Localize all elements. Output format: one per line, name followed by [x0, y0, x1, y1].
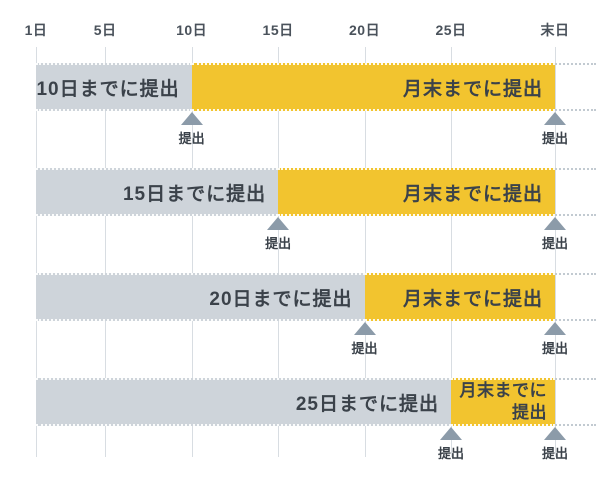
- submit-marker-label: 提出: [351, 341, 378, 356]
- v-gridline-day-20: [364, 47, 366, 457]
- submit-marker-triangle: [353, 322, 376, 335]
- bar-segment-yellow: 月末までに提出: [364, 273, 555, 321]
- v-gridline-day-5: [105, 47, 107, 457]
- v-gridline-day-10: [191, 47, 193, 457]
- submit-marker-triangle: [544, 322, 566, 335]
- bar-segment-yellow: 月末までに提出: [191, 63, 555, 111]
- axis-tick-label: 1日: [24, 22, 48, 38]
- axis-tick-label: 10日: [176, 22, 208, 38]
- bar-segment-gray: 15日までに提出: [36, 168, 279, 216]
- submit-marker-label: 提出: [265, 236, 292, 251]
- axis-tick-label: 20日: [348, 22, 381, 38]
- bar-segment-label: 提出: [512, 403, 547, 422]
- bar-segment-yellow: 月末までに提出: [451, 378, 555, 426]
- submit-marker-label: 提出: [178, 131, 205, 146]
- bar-segment-yellow: 月末までに提出: [278, 168, 555, 216]
- axis-tick-label: 5日: [93, 22, 117, 38]
- bar-segment-label: 月末までに提出: [402, 183, 543, 205]
- submit-marker-label: 提出: [541, 236, 569, 251]
- bar-segment-label: 10日までに提出: [36, 78, 180, 100]
- bar-segment-label: 月末までに提出: [402, 78, 543, 100]
- v-gridline-day-1: [36, 47, 37, 457]
- axis-tick-label: 25日: [435, 22, 467, 38]
- submit-marker-label: 提出: [541, 446, 569, 461]
- axis-tick-label: 15日: [262, 22, 294, 38]
- submit-marker-triangle: [544, 427, 566, 440]
- v-gridline-day-15: [278, 47, 280, 457]
- submit-marker-label: 提出: [541, 341, 569, 356]
- bar-segment-gray: 10日までに提出: [36, 63, 192, 111]
- bar-segment-label: 25日までに提出: [295, 393, 439, 415]
- submit-marker-triangle: [440, 427, 462, 440]
- bar-segment-label: 月末までに提出: [402, 288, 543, 310]
- bar-segment-label: 月末までに: [459, 380, 547, 400]
- submit-marker-label: 提出: [437, 446, 465, 461]
- submit-marker-triangle: [267, 217, 290, 230]
- submit-marker-triangle: [180, 112, 203, 125]
- bar-segment-label: 15日までに提出: [122, 183, 267, 205]
- bar-segment-gray: 20日までに提出: [36, 273, 365, 321]
- v-gridline-day-eom: [555, 47, 556, 457]
- submit-marker-triangle: [544, 217, 566, 230]
- submit-marker-label: 提出: [541, 131, 569, 146]
- axis-tick-label: 末日: [540, 22, 570, 38]
- submit-marker-triangle: [544, 112, 566, 125]
- bar-segment-gray: 25日までに提出: [36, 378, 451, 426]
- bar-segment-label: 20日までに提出: [209, 288, 353, 310]
- v-gridline-day-25: [451, 47, 452, 457]
